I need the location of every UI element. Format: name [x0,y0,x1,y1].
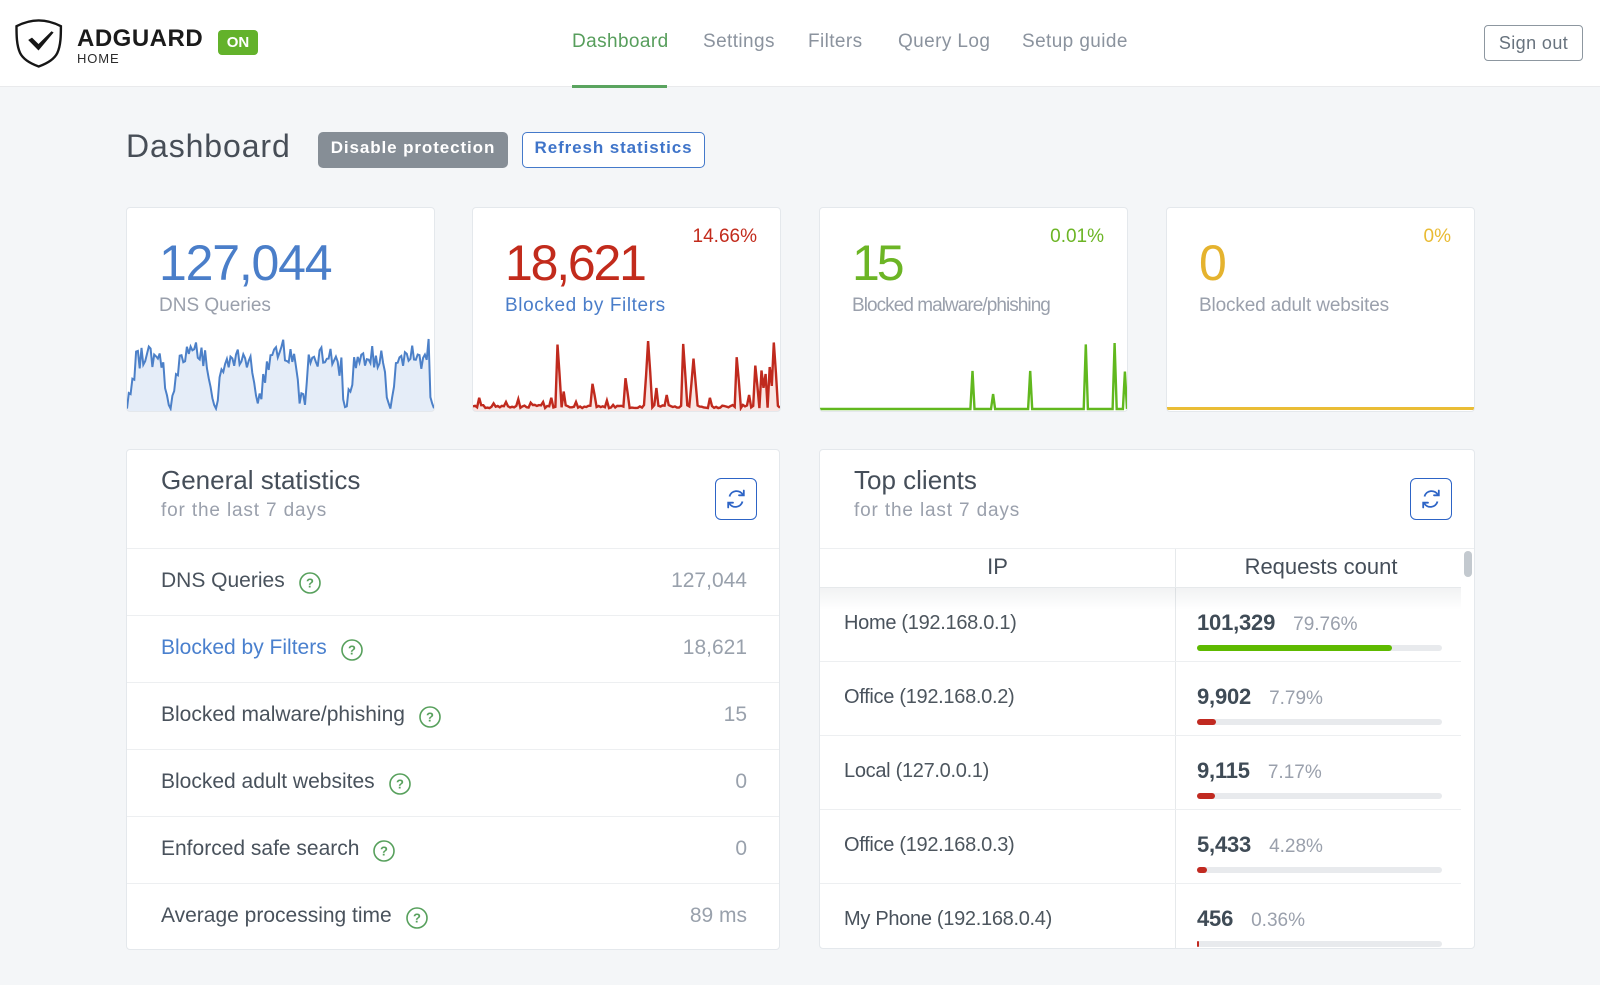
svg-text:?: ? [306,576,314,591]
svg-text:?: ? [348,643,356,658]
svg-text:?: ? [380,844,388,859]
svg-text:?: ? [426,710,434,725]
svg-text:?: ? [396,777,404,792]
svg-text:?: ? [413,911,421,926]
